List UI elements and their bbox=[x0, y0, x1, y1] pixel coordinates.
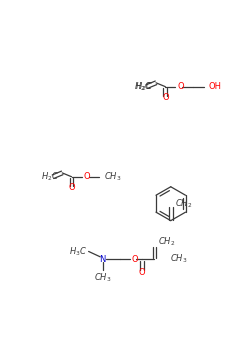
Text: $H_2C$: $H_2C$ bbox=[41, 170, 60, 183]
Text: $H_3C$: $H_3C$ bbox=[69, 245, 87, 258]
Text: $CH_3$: $CH_3$ bbox=[170, 253, 188, 265]
Text: O: O bbox=[178, 82, 184, 91]
Text: O: O bbox=[68, 183, 75, 192]
Text: $H_2C$: $H_2C$ bbox=[135, 80, 153, 93]
Text: $CH_2$: $CH_2$ bbox=[158, 236, 175, 248]
Text: O: O bbox=[84, 172, 90, 181]
Text: O: O bbox=[139, 268, 145, 277]
Text: $CH_3$: $CH_3$ bbox=[104, 170, 122, 183]
Text: $CH_2$: $CH_2$ bbox=[174, 197, 192, 210]
Text: $H_2C$: $H_2C$ bbox=[134, 80, 152, 93]
Text: OH: OH bbox=[209, 82, 222, 91]
Text: N: N bbox=[99, 255, 106, 264]
Text: O: O bbox=[132, 255, 138, 264]
Text: $CH_3$: $CH_3$ bbox=[94, 271, 111, 284]
Text: O: O bbox=[162, 93, 169, 102]
